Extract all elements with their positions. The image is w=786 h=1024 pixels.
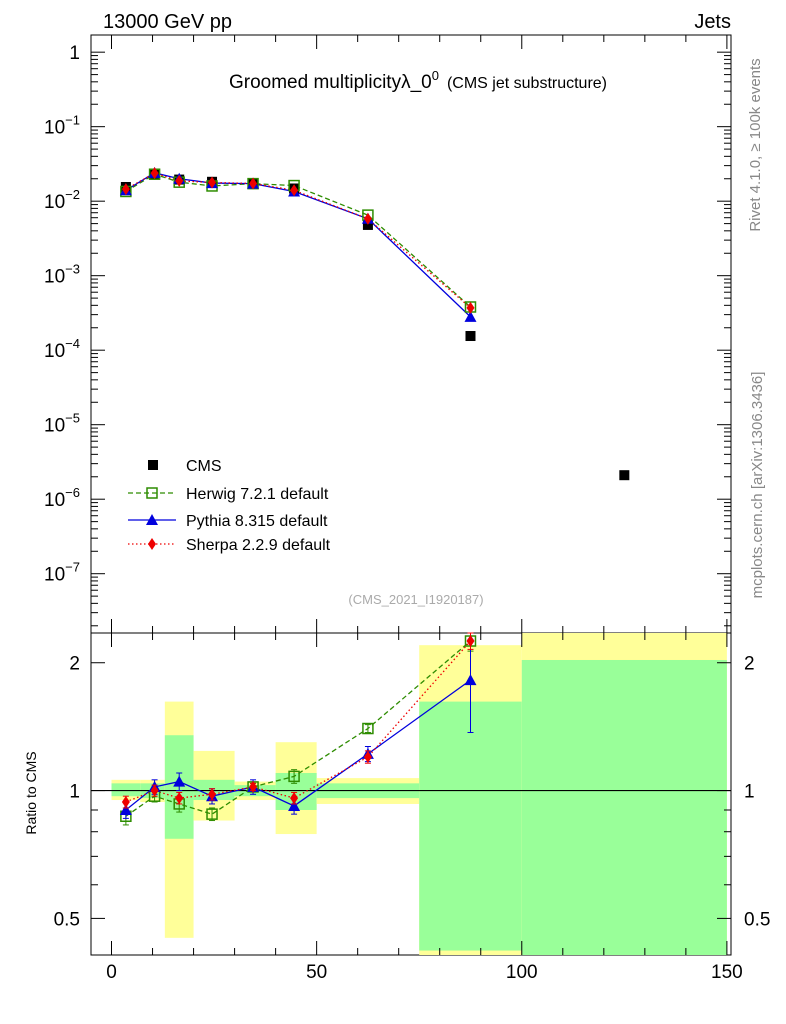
ratio-line-pythia bbox=[125, 679, 471, 811]
x-axis: 0 50 100 150 bbox=[106, 35, 743, 983]
title-main: Groomed multiplicityλ_0 bbox=[229, 72, 432, 93]
data-point-sherpa bbox=[208, 788, 217, 801]
data-point-pythia bbox=[464, 674, 477, 686]
y-tick-label: 10−5 bbox=[44, 411, 80, 437]
data-point-sherpa bbox=[466, 635, 475, 648]
energy-label: 13000 GeV pp bbox=[103, 11, 232, 33]
ratio-y-tick-label: 2 bbox=[69, 654, 80, 675]
x-tick-label: 150 bbox=[711, 962, 743, 983]
ratio-y-tick-label-right: 0.5 bbox=[744, 909, 770, 930]
legend-marker-herwig bbox=[146, 487, 158, 499]
process-label: Jets bbox=[694, 11, 731, 33]
data-point-sherpa bbox=[175, 792, 184, 805]
x-tick-label: 100 bbox=[506, 962, 538, 983]
title-suffix: (CMS jet substructure) bbox=[447, 75, 607, 92]
data-point-sherpa bbox=[290, 184, 299, 197]
data-point-sherpa bbox=[208, 176, 217, 189]
x-tick-label: 0 bbox=[106, 962, 117, 983]
data-point-sherpa bbox=[175, 174, 184, 187]
ratio-axes: 0.5 0.5 1 1 2 2 bbox=[54, 654, 771, 931]
main-y-axis: 1 10−1 10−2 10−3 10−4 10−5 10−6 10−7 bbox=[44, 43, 731, 627]
legend-label-cms: CMS bbox=[186, 458, 222, 475]
ratio-y-tick-label-right: 1 bbox=[744, 782, 755, 803]
y-tick-label: 10−1 bbox=[44, 113, 80, 139]
data-point-cms bbox=[619, 470, 630, 481]
data-point-cms bbox=[465, 331, 476, 342]
y-tick-label: 10−3 bbox=[44, 262, 80, 288]
ratio-line-sherpa bbox=[125, 640, 471, 803]
svg-text:Groomed multiplicityλ_00(CMS j: Groomed multiplicityλ_00 (CMS jet substru… bbox=[229, 68, 607, 93]
ratio-y-tick-label: 1 bbox=[69, 782, 80, 803]
x-tick-label: 50 bbox=[306, 962, 327, 983]
data-point-pythia bbox=[173, 775, 186, 787]
data-point-pythia bbox=[119, 804, 132, 816]
main-title: Groomed multiplicityλ_00 (CMS jet substru… bbox=[229, 68, 607, 93]
data-point-pythia bbox=[288, 799, 301, 811]
y-tick-label: 10−2 bbox=[44, 187, 80, 213]
legend-marker-sherpa bbox=[148, 538, 156, 550]
data-point-sherpa bbox=[150, 784, 159, 797]
data-point-sherpa bbox=[290, 792, 299, 805]
y-tick-label: 10−7 bbox=[44, 560, 80, 586]
data-point-sherpa bbox=[466, 301, 475, 314]
legend-label-pythia: Pythia 8.315 default bbox=[186, 513, 328, 530]
data-point-herwig bbox=[288, 770, 300, 783]
data-point-herwig bbox=[206, 808, 218, 820]
series-line-herwig bbox=[125, 173, 471, 308]
rivet-label: Rivet 4.1.0, ≥ 100k events bbox=[747, 58, 764, 231]
ratio-bands bbox=[111, 633, 727, 955]
data-point-sherpa bbox=[363, 212, 372, 225]
data-point-sherpa bbox=[121, 795, 130, 808]
green-band bbox=[521, 659, 727, 955]
data-point-sherpa bbox=[363, 750, 372, 763]
analysis-id: (CMS_2021_I1920187) bbox=[348, 592, 483, 607]
legend-marker-cms bbox=[148, 460, 158, 470]
legend-marker-pythia bbox=[146, 514, 158, 525]
green-band bbox=[111, 783, 141, 797]
ratio-y-tick-label-right: 2 bbox=[744, 654, 755, 675]
data-point-sherpa bbox=[121, 183, 130, 196]
ratio-series bbox=[119, 632, 477, 826]
data-point-sherpa bbox=[150, 167, 159, 180]
title-sup: 0 bbox=[432, 68, 439, 83]
legend-label-sherpa: Sherpa 2.2.9 default bbox=[186, 537, 331, 554]
y-tick-label: 10−6 bbox=[44, 485, 80, 511]
ratio-line-herwig bbox=[125, 640, 471, 817]
y-tick-label: 10−4 bbox=[44, 336, 80, 362]
data-point-cms bbox=[362, 219, 373, 230]
data-point-herwig bbox=[362, 722, 374, 735]
y-tick-label: 1 bbox=[69, 43, 80, 64]
data-point-sherpa bbox=[249, 177, 258, 190]
ratio-y-tick-label: 0.5 bbox=[54, 909, 80, 930]
data-point-pythia bbox=[464, 310, 477, 322]
main-series bbox=[119, 166, 630, 481]
ratio-y-label: Ratio to CMS bbox=[23, 751, 39, 834]
legend: CMS Herwig 7.2.1 default Pythia 8.315 de… bbox=[128, 458, 331, 554]
green-band bbox=[419, 701, 522, 951]
data-point-sherpa bbox=[249, 780, 258, 793]
mcplots-label: mcplots.cern.ch [arXiv:1306.3436] bbox=[749, 372, 766, 599]
legend-label-herwig: Herwig 7.2.1 default bbox=[186, 486, 329, 503]
ratio-frame bbox=[90, 632, 732, 956]
